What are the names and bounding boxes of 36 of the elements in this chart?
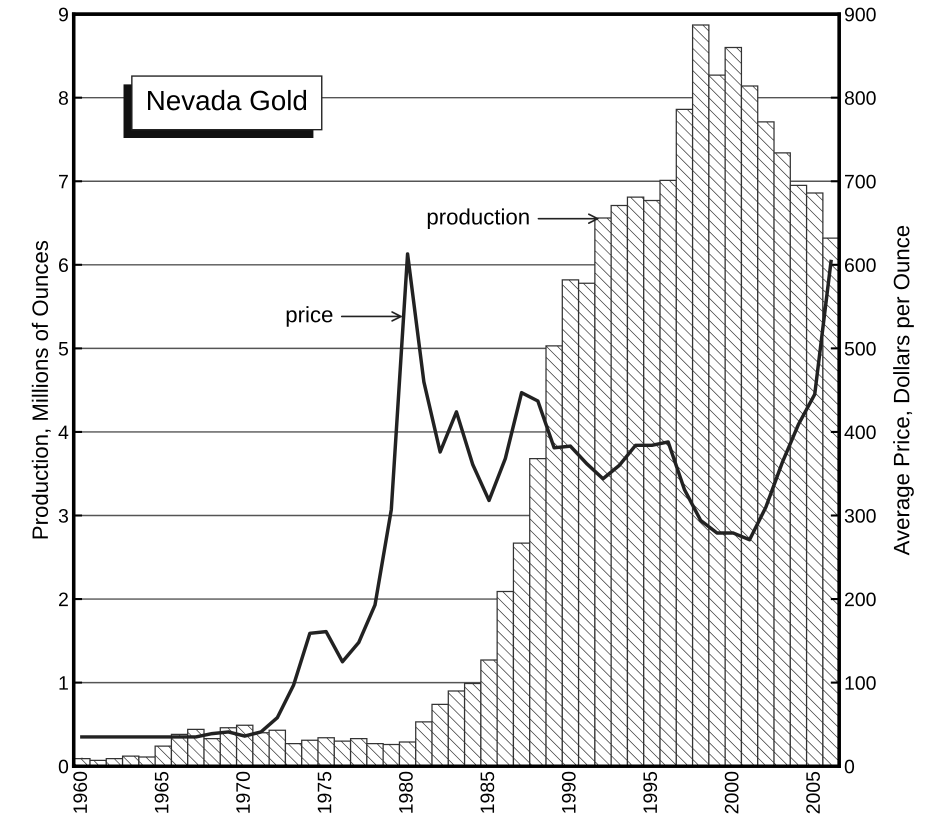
y-tick-label: 4: [58, 426, 68, 439]
x-tick-label: 1960: [73, 772, 88, 813]
y2-tick-label: 100: [846, 676, 876, 690]
y-tick-label: 9: [58, 8, 68, 22]
y-tick-label: 5: [58, 342, 68, 356]
x-tick-label: 1980: [399, 772, 413, 813]
annotation: production: [428, 208, 529, 230]
y-tick-label: 6: [59, 258, 68, 272]
text: Nevada Gold: [148, 90, 306, 110]
y-axis-title: Production, Millions of Ounces: [32, 240, 51, 538]
y2-tick-label: 600: [845, 258, 876, 272]
y-tick-label: 0: [58, 760, 68, 774]
x-tick-label: 2005: [806, 772, 820, 814]
y-tick-label: 2: [59, 592, 68, 606]
y-tick-label: 8: [58, 91, 68, 105]
y2-tick-label: 400: [844, 425, 876, 440]
x-tick-label: 1990: [562, 772, 576, 813]
y-tick-label: 3: [58, 508, 68, 523]
y2-tick-label: 200: [845, 592, 876, 606]
y2-tick-label: 0: [844, 760, 854, 774]
x-tick-label: 1970: [236, 772, 250, 813]
x-tick-label: 1995: [643, 772, 658, 813]
x-tick-label: 2000: [724, 772, 739, 814]
y2-tick-label: 500: [844, 342, 876, 356]
y2-tick-label: 800: [844, 91, 876, 105]
y2-tick-label: 300: [844, 508, 876, 523]
x-tick-label: 1975: [318, 772, 332, 813]
y-tick-label: 1: [60, 676, 68, 690]
x-tick-label: 1985: [480, 772, 494, 813]
y2-tick-label: 700: [845, 174, 876, 188]
y-tick-label: 7: [59, 174, 68, 188]
y2-axis-title: Average Price, Dollars per Ounce: [893, 226, 914, 556]
annotation: price: [286, 306, 332, 327]
y2-tick-label: 900: [844, 8, 876, 22]
line-series: [80, 252, 833, 739]
x-tick-label: 1965: [154, 772, 169, 813]
